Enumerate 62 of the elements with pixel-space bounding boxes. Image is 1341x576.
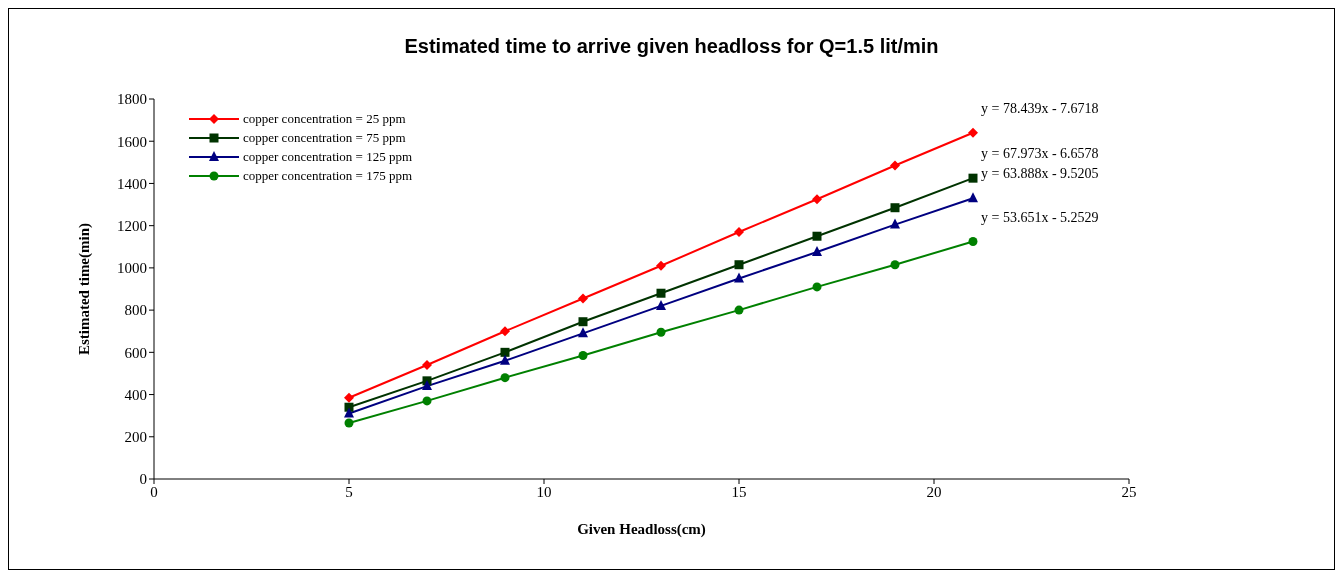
point xyxy=(578,351,588,360)
legend-label: copper concentration = 125 ppm xyxy=(243,148,413,166)
point xyxy=(890,160,900,171)
point xyxy=(578,293,588,304)
point xyxy=(422,396,432,406)
point xyxy=(734,272,744,283)
x-tick-label: 20 xyxy=(926,483,942,500)
point xyxy=(968,173,978,183)
point xyxy=(734,260,744,270)
point xyxy=(890,218,900,229)
y-tick-label: 1000 xyxy=(117,260,147,277)
point xyxy=(656,288,666,298)
point xyxy=(734,305,744,315)
y-tick-label: 0 xyxy=(139,471,147,488)
x-tick-label: 25 xyxy=(1121,483,1137,500)
point xyxy=(812,282,822,292)
point xyxy=(344,407,354,418)
point xyxy=(500,326,510,337)
point xyxy=(344,402,354,412)
point xyxy=(422,360,432,370)
point xyxy=(812,246,822,257)
point xyxy=(890,203,900,213)
legend-label: copper concentration = 175 ppm xyxy=(243,167,413,185)
point xyxy=(656,260,666,271)
point xyxy=(734,227,744,237)
point xyxy=(656,299,666,310)
y-tick-label: 400 xyxy=(124,386,147,403)
point xyxy=(500,347,510,357)
point xyxy=(578,327,588,338)
point xyxy=(812,194,822,205)
annotation: y = 53.651x - 5.2529 xyxy=(981,209,1099,225)
point xyxy=(422,380,432,391)
point xyxy=(968,192,978,203)
y-tick-label: 800 xyxy=(124,302,147,319)
x-tick-label: 15 xyxy=(731,483,747,500)
y-axis-title: Estimated time(min) xyxy=(76,222,94,356)
point xyxy=(344,418,354,428)
y-tick-label: 1200 xyxy=(117,217,147,234)
point xyxy=(890,260,900,270)
x-tick-label: 5 xyxy=(345,483,353,500)
point xyxy=(968,127,978,138)
y-tick-label: 600 xyxy=(124,344,147,361)
y-tick-label: 200 xyxy=(124,429,147,446)
chart-title: Estimated time to arrive given headloss for Q=1.5 lit/min xyxy=(403,35,940,58)
point xyxy=(578,317,588,327)
x-axis-title: Given Headloss(cm) xyxy=(577,521,706,538)
y-tick-label: 1600 xyxy=(117,133,147,150)
x-tick-label: 10 xyxy=(536,483,552,500)
point xyxy=(500,354,510,365)
legend-label: copper concentration = 25 ppm xyxy=(243,110,406,128)
point xyxy=(656,327,666,337)
annotation: y = 63.888x - 9.5205 xyxy=(981,166,1099,182)
x-tick-label: 0 xyxy=(150,483,158,500)
y-tick-label: 1400 xyxy=(117,175,147,192)
legend-label: copper concentration = 75 ppm xyxy=(243,129,406,147)
point xyxy=(812,231,822,241)
point xyxy=(968,237,978,246)
point xyxy=(500,373,510,383)
y-tick-label: 1800 xyxy=(117,91,147,108)
point xyxy=(344,392,354,403)
annotation: y = 78.439x - 7.6718 xyxy=(981,100,1099,116)
annotation: y = 67.973x - 6.6578 xyxy=(981,146,1099,162)
